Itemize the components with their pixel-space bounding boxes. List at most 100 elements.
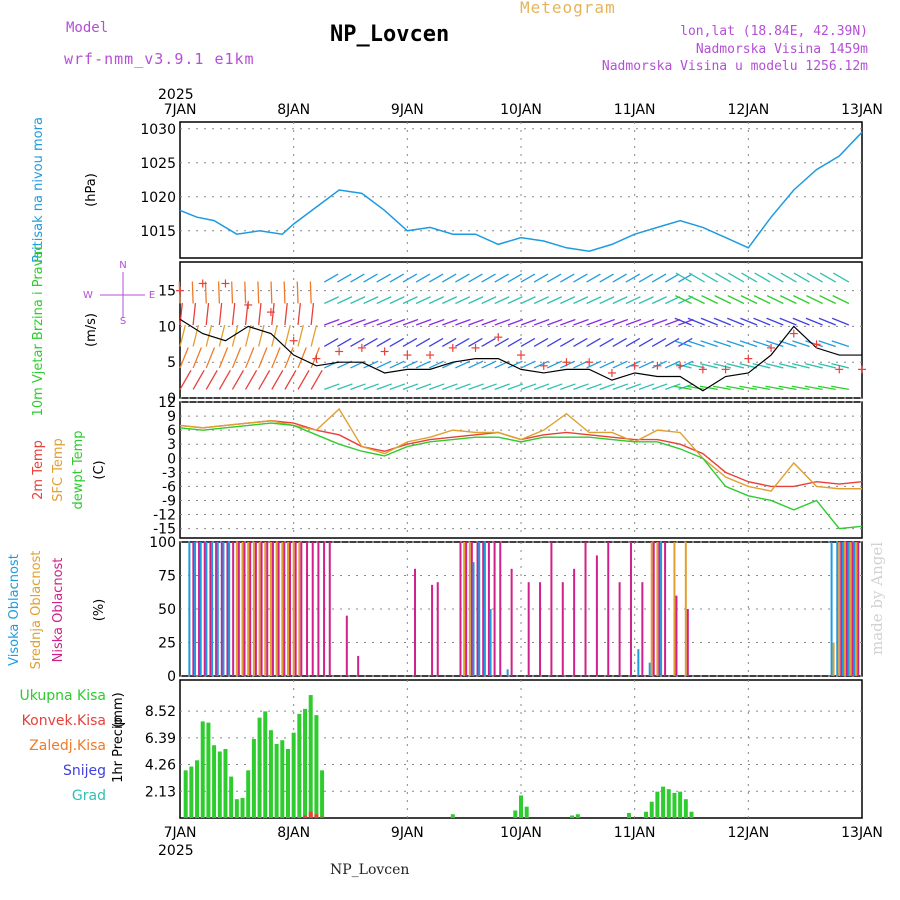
cloud-bar-2: [277, 542, 280, 676]
cloud-bar-2: [192, 542, 195, 676]
y-tick-label: 10: [158, 319, 176, 335]
y-tick-label: 0: [167, 391, 176, 407]
wind-arrow: [481, 337, 496, 348]
cloud-bar-2: [306, 542, 309, 676]
model-label: Model: [66, 20, 109, 36]
wind-arrow: [586, 296, 602, 305]
wind-arrow: [573, 296, 589, 305]
wind-arrow: [192, 370, 205, 390]
bottom-day-label: 13JAN: [841, 825, 883, 841]
cloud-bar-1: [838, 542, 841, 676]
temp-line-0: [179, 420, 863, 488]
wind-arrow: [831, 385, 849, 391]
wind-arrow: [363, 296, 379, 305]
wind-gust-marker: [585, 358, 594, 367]
precip-bar: [678, 791, 683, 818]
wind-arrow: [428, 296, 444, 305]
wind-arrow: [350, 318, 366, 326]
wind-arrow: [625, 383, 642, 391]
cloud-bar-2: [641, 582, 644, 676]
y-tick-label: 3: [167, 437, 176, 453]
wind-unit-label: (m/s): [84, 313, 99, 347]
wind-arrow: [507, 273, 523, 283]
wind-arrow: [271, 347, 281, 369]
wind-arrow: [805, 340, 823, 348]
compass-west: W: [83, 290, 93, 301]
wind-arrow: [244, 303, 249, 326]
wind-arrow: [832, 295, 850, 305]
cloud-bar-2: [283, 542, 286, 676]
lon-lat-label: lon,lat (18.84E, 42.39N): [680, 24, 868, 39]
y-tick-label: -12: [153, 508, 176, 524]
compass-north: N: [119, 260, 126, 271]
wind-arrow: [217, 281, 220, 304]
wind-arrow: [754, 272, 771, 283]
wind-gust-marker: [335, 347, 344, 356]
cloud-bar-2: [470, 542, 473, 676]
wind-arrow: [258, 303, 262, 326]
wind-gust-marker: [744, 354, 753, 363]
wind-arrow: [376, 337, 391, 348]
wind-arrow: [191, 281, 194, 304]
wind-arrow: [664, 360, 681, 369]
precip-bar: [297, 713, 302, 818]
top-day-label: 9JAN: [391, 102, 424, 118]
precip-bar: [672, 792, 677, 818]
wind-arrow: [546, 337, 562, 348]
precip-bar: [285, 749, 290, 818]
cloud-bar-0: [188, 542, 191, 676]
wind-arrow: [494, 273, 509, 283]
bottom-day-label: 10JAN: [500, 825, 542, 841]
precip-bar: [274, 743, 279, 818]
cloud-bar-2: [584, 542, 587, 676]
cloud-bar-0: [228, 542, 231, 676]
top-year-label: 2025: [158, 87, 194, 103]
wind-arrow: [625, 360, 641, 369]
wind-arrow: [599, 360, 615, 369]
wind-arrow: [546, 273, 562, 283]
cloud-bar-2: [482, 542, 485, 676]
cloud-bar-2: [561, 582, 564, 676]
conv-precip-bar: [303, 815, 308, 818]
y-tick-label: 2.13: [145, 784, 176, 800]
wind-arrow: [455, 273, 470, 283]
wind-arrow: [665, 383, 681, 391]
cloud-bar-2: [664, 542, 667, 676]
precip-legend-label: Snijeg: [63, 763, 106, 779]
wind-arrow: [363, 318, 379, 326]
wind-arrow: [792, 317, 810, 326]
cloud-bar-1: [684, 542, 687, 676]
wind-arrow: [686, 362, 705, 369]
precip-bar: [240, 797, 245, 818]
cloud-bar-2: [288, 542, 291, 676]
wind-gust-marker: [721, 365, 730, 374]
y-tick-label: 4.26: [145, 758, 176, 774]
wind-arrow: [442, 383, 458, 391]
cloud-bar-2: [618, 582, 621, 676]
wind-arrow: [389, 296, 405, 305]
cloud-bar-2: [476, 542, 479, 676]
wind-gust-marker: [653, 361, 662, 370]
wind-arrow: [494, 296, 510, 305]
wind-gust-marker: [357, 343, 366, 352]
precip-bar: [246, 770, 251, 818]
wind-arrow: [428, 360, 444, 369]
precip-bar: [655, 791, 660, 818]
cloud-bar-0: [222, 542, 225, 676]
top-day-label: 11JAN: [614, 102, 656, 118]
wind-arrow: [258, 347, 268, 369]
wind-gust-marker: [767, 343, 776, 352]
y-tick-label: 75: [158, 569, 176, 585]
cloud-bar-2: [527, 582, 530, 676]
wind-gust-marker: [448, 343, 457, 352]
wind-arrow: [428, 383, 445, 391]
wind-arrow: [752, 362, 771, 369]
cloud-bar-0: [506, 669, 509, 676]
wind-arrow: [205, 347, 216, 369]
top-day-label: 13JAN: [841, 102, 883, 118]
wind-arrow: [271, 324, 278, 347]
cloud-bar-1: [241, 542, 244, 676]
wind-arrow: [752, 385, 771, 391]
precip-bar: [195, 760, 200, 818]
wind-arrow: [520, 383, 537, 391]
